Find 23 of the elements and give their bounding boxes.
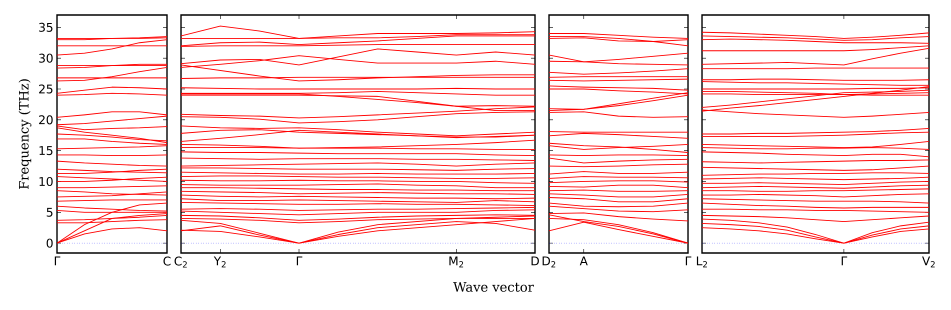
x-tick-label: M$_{2}$ xyxy=(449,256,464,268)
x-tick-label: D xyxy=(532,256,539,266)
x-tick-label: D$_{2}$ xyxy=(542,256,556,268)
y-tick-label: 15 xyxy=(40,146,52,156)
x-tick-label: L$_{2}$ xyxy=(696,256,707,268)
x-tick-label: C$_{2}$ xyxy=(174,256,187,268)
x-tick-label: Γ xyxy=(686,256,692,266)
y-tick-label: 0 xyxy=(46,238,53,248)
x-tick-label: Γ xyxy=(54,256,60,266)
x-tick-label: C xyxy=(163,256,171,266)
x-tick-label: A xyxy=(580,256,588,266)
y-tick-label: 10 xyxy=(40,176,53,186)
x-tick-label: Γ xyxy=(296,256,302,266)
x-axis-title: Wave vector xyxy=(453,282,534,292)
x-tick-label: V$_{2}$ xyxy=(922,256,935,268)
y-tick-label: 30 xyxy=(39,54,53,63)
y-tick-label: 25 xyxy=(39,84,52,94)
x-tick-label: Γ xyxy=(842,256,848,266)
x-tick-label: Y$_{2}$ xyxy=(214,256,226,268)
y-tick-label: 20 xyxy=(39,115,53,124)
y-tick-label: 5 xyxy=(46,208,52,217)
y-axis-title: Frequency (THz) xyxy=(18,79,32,189)
y-tick-label: 35 xyxy=(39,22,52,32)
